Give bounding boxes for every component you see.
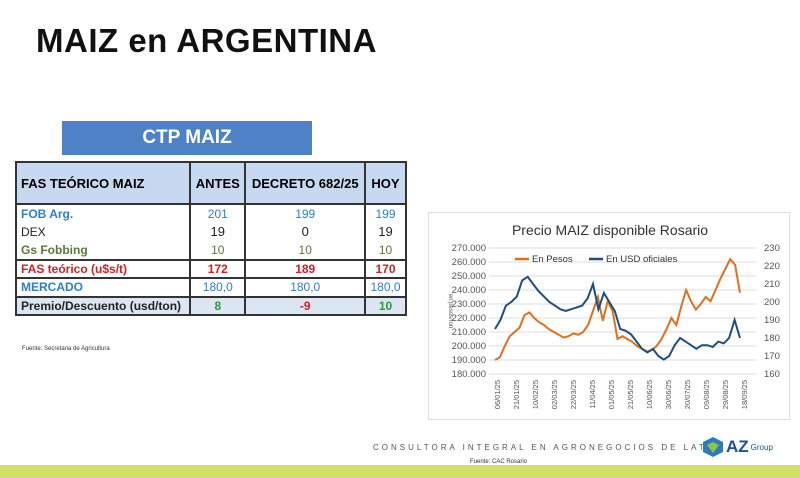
y2-tick-label: 160 xyxy=(764,369,780,380)
cell: 199 xyxy=(244,204,366,223)
logo-subtext: Group xyxy=(750,442,773,452)
y2-tick-label: 210 xyxy=(764,279,780,290)
header-cell: FAS TEÓRICO MAIZ xyxy=(14,161,192,205)
logo-icon xyxy=(703,437,723,457)
y2-tick-label: 190 xyxy=(764,315,780,326)
legend-label: En Pesos xyxy=(532,254,573,265)
table-source: Fuente: Secretaria de Agricultura xyxy=(22,346,110,352)
y-tick-label: 190.000 xyxy=(452,355,486,366)
y2-tick-label: 230 xyxy=(764,243,780,254)
cell: 19 xyxy=(189,222,247,241)
cell: 180,0 xyxy=(189,277,247,297)
x-tick-label: 10/06/25 xyxy=(645,380,654,409)
row-label: FOB Arg. xyxy=(14,204,192,223)
cell: 19 xyxy=(363,222,408,241)
fas-table: FAS TEÓRICO MAIZ ANTES DECRETO 682/25 HO… xyxy=(14,161,408,316)
azgroup-logo: AZ Group xyxy=(702,436,773,458)
y-tick-label: 260.000 xyxy=(452,257,486,268)
y-tick-label: 180.000 xyxy=(452,369,486,380)
x-tick-label: 21/05/25 xyxy=(626,380,635,409)
y-tick-label: 240.000 xyxy=(452,285,486,296)
series-line-usd xyxy=(494,275,741,361)
y2-tick-label: 220 xyxy=(764,261,780,272)
table-row: FOB Arg. 201 199 199 xyxy=(14,204,408,223)
x-tick-label: 01/05/25 xyxy=(607,380,616,409)
header-cell: DECRETO 682/25 xyxy=(244,161,366,205)
x-tick-label: 06/01/25 xyxy=(493,380,502,409)
x-tick-label: 29/08/25 xyxy=(721,380,730,409)
footer-tagline: CONSULTORA INTEGRAL EN AGRONEGOCIOS DE L… xyxy=(373,443,725,452)
footer-strip xyxy=(0,465,800,478)
row-label: DEX xyxy=(14,222,192,241)
table-row: FAS teórico (u$s/t) 172 189 170 xyxy=(14,258,408,278)
x-tick-label: 18/09/25 xyxy=(740,380,749,409)
legend-label: En USD oficiales xyxy=(606,254,678,265)
x-tick-label: 10/02/25 xyxy=(531,380,540,409)
chart-svg: Precio MAIZ disponible Rosario 180.000 190… xyxy=(447,222,780,409)
cell: 201 xyxy=(189,204,247,223)
y-tick-label: 210.000 xyxy=(452,327,486,338)
cell: 10 xyxy=(363,241,408,260)
x-tick-label: 02/03/25 xyxy=(550,380,559,409)
row-label: Gs Fobbing xyxy=(14,241,192,260)
y-tick-label: 230.000 xyxy=(452,299,486,310)
y-tick-label: 250.000 xyxy=(452,271,486,282)
row-label: MERCADO xyxy=(14,277,192,297)
chart-title: Precio MAIZ disponible Rosario xyxy=(512,222,708,238)
table-row: Premio/Descuento (usd/ton) 8 -9 10 xyxy=(14,295,408,316)
page-title: MAIZ en ARGENTINA xyxy=(36,22,377,59)
cell: 8 xyxy=(189,295,247,316)
cell: 10 xyxy=(363,295,408,316)
row-label: Premio/Descuento (usd/ton) xyxy=(14,295,192,316)
row-label: FAS teórico (u$s/t) xyxy=(14,258,192,278)
y-tick-label: 270.000 xyxy=(452,243,486,254)
y2-tick-label: 180 xyxy=(764,333,780,344)
cell: 10 xyxy=(244,241,366,260)
logo-text: AZ xyxy=(726,437,749,456)
cell: -9 xyxy=(244,295,366,316)
table-caption: CTP MAIZ xyxy=(62,121,312,155)
cell: 199 xyxy=(363,204,408,223)
x-tick-label: 22/03/25 xyxy=(569,380,578,409)
price-chart: Precio MAIZ disponible Rosario 180.000 190… xyxy=(428,212,790,420)
cell: 0 xyxy=(244,222,366,241)
header-cell: ANTES xyxy=(189,161,247,205)
x-tick-label: 21/01/25 xyxy=(512,380,521,409)
table-row: Gs Fobbing 10 10 10 xyxy=(14,241,408,260)
series-line-pesos xyxy=(494,257,741,361)
x-tick-label: 11/04/25 xyxy=(588,380,597,409)
table-row: DEX 19 0 19 xyxy=(14,222,408,241)
y-tick-label: 220.000 xyxy=(452,313,486,324)
x-tick-label: 09/08/25 xyxy=(702,380,711,409)
table-header-row: FAS TEÓRICO MAIZ ANTES DECRETO 682/25 HO… xyxy=(14,161,408,205)
cell: 170 xyxy=(363,258,408,278)
y2-tick-label: 200 xyxy=(764,297,780,308)
cell: 180,0 xyxy=(244,277,366,297)
header-cell: HOY xyxy=(363,161,408,205)
cell: 10 xyxy=(189,241,247,260)
cell: 180,0 xyxy=(363,277,408,297)
x-tick-label: 20/07/25 xyxy=(683,380,692,409)
cell: 189 xyxy=(244,258,366,278)
x-tick-label: 30/06/25 xyxy=(664,380,673,409)
y2-tick-label: 170 xyxy=(764,351,780,362)
cell: 172 xyxy=(189,258,247,278)
table-row: MERCADO 180,0 180,0 180,0 xyxy=(14,277,408,297)
y-tick-label: 200.000 xyxy=(452,341,486,352)
chart-source: Fuente: CAC Rosario xyxy=(470,459,528,465)
y-axis-label: en pesos/ton xyxy=(447,294,453,328)
